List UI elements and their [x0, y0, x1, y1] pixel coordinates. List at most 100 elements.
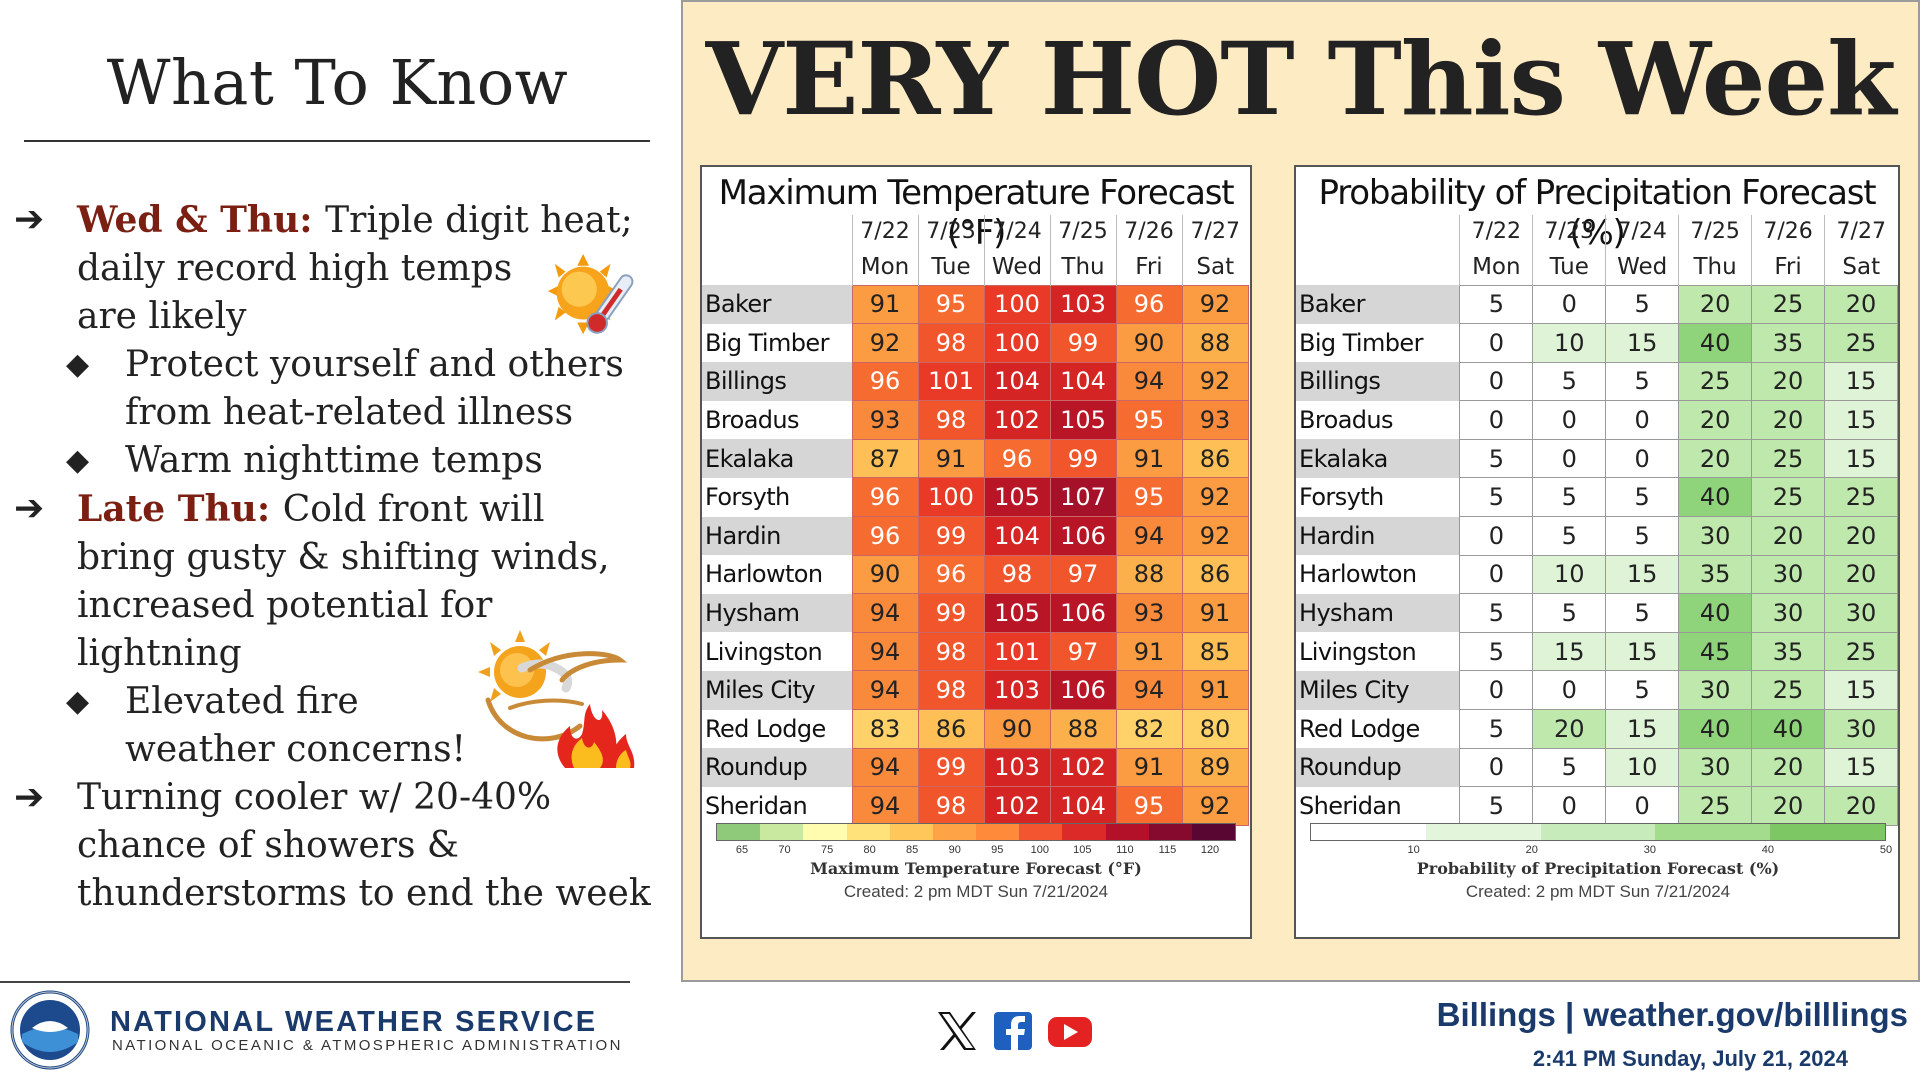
temp-value-cell: 105 — [983, 477, 1051, 518]
temp-value-cell: 88 — [1181, 323, 1249, 363]
location-name: Sheridan — [1296, 786, 1460, 826]
pop-day-header: Thu — [1678, 249, 1752, 285]
pop-table-row: Big Timber 0 10 15 40 35 25 — [1296, 323, 1898, 363]
temp-value-cell: 87 — [851, 438, 919, 479]
temp-value-cell: 104 — [1049, 786, 1117, 826]
temp-day-header: Thu — [1049, 249, 1116, 285]
pop-date-header: 7/26 — [1751, 215, 1825, 249]
temp-table-row: Big Timber 92 98 100 99 90 88 — [702, 323, 1249, 363]
temp-value-cell: 92 — [1181, 361, 1249, 402]
bullet-line: lightning — [77, 630, 660, 678]
temp-value-cell: 92 — [1181, 516, 1249, 556]
pop-value-cell: 20 — [1751, 361, 1825, 402]
noaa-logo[interactable] — [10, 990, 90, 1070]
temp-value-cell: 90 — [983, 709, 1051, 749]
pop-date-header: 7/25 — [1678, 215, 1752, 249]
temp-value-cell: 94 — [851, 631, 919, 672]
pop-value-cell: 40 — [1678, 323, 1753, 363]
location-name: Big Timber — [702, 323, 852, 363]
temp-value-cell: 94 — [851, 593, 919, 633]
bullet-text: Cold front will — [282, 489, 545, 530]
sun-wind-fire-icon — [478, 630, 635, 768]
bullet-text: from heat-related illness — [125, 392, 574, 433]
pop-value-cell: 15 — [1605, 709, 1680, 749]
pop-table-row: Livingston 5 15 15 45 35 25 — [1296, 631, 1898, 672]
temp-scale-segment — [1062, 824, 1106, 840]
diamond-bullet-icon: ◆ — [66, 347, 90, 382]
pop-value-cell: 30 — [1751, 554, 1825, 595]
temp-table-row: Broadus 93 98 102 105 95 93 — [702, 400, 1249, 440]
temp-day-header: Mon — [851, 249, 918, 285]
temp-value-cell: 96 — [851, 477, 919, 518]
temp-scale-tick-label: 70 — [778, 844, 791, 856]
temp-scale-tick-label: 85 — [906, 844, 919, 856]
pop-value-cell: 25 — [1824, 631, 1898, 672]
youtube-icon[interactable] — [1048, 1017, 1092, 1047]
temp-value-cell: 94 — [851, 747, 919, 788]
temp-scale-tick-label: 110 — [1116, 844, 1134, 856]
temp-table-row: Billings 96 101 104 104 94 92 — [702, 361, 1249, 402]
pop-value-cell: 0 — [1605, 438, 1680, 479]
bullet-text: are likely — [77, 296, 247, 337]
temp-value-cell: 106 — [1049, 593, 1117, 633]
pop-value-cell: 20 — [1751, 747, 1825, 788]
temp-date-header: 7/25 — [1049, 215, 1116, 249]
temp-scale-segment — [1105, 824, 1149, 840]
temp-value-cell: 106 — [1049, 516, 1117, 556]
pop-value-cell: 40 — [1678, 477, 1753, 518]
temp-value-cell: 98 — [917, 323, 985, 363]
location-name: Hysham — [1296, 593, 1460, 633]
pop-value-cell: 0 — [1459, 323, 1534, 363]
pop-value-cell: 20 — [1678, 284, 1753, 325]
temp-value-cell: 92 — [851, 323, 919, 363]
sun-thermometer-icon — [547, 253, 634, 335]
pop-value-cell: 30 — [1678, 747, 1753, 788]
bullet-line: are likely — [77, 293, 660, 341]
temp-table-row: Hardin 96 99 104 106 94 92 — [702, 516, 1249, 556]
temp-value-cell: 83 — [851, 709, 919, 749]
temp-scale-tick-label: 95 — [991, 844, 1004, 856]
pop-value-cell: 5 — [1459, 709, 1534, 749]
arrow-bullet-icon: ➔ — [14, 199, 45, 240]
pop-scale-segment — [1770, 824, 1885, 840]
pop-value-cell: 15 — [1824, 438, 1898, 479]
pop-value-cell: 10 — [1532, 323, 1607, 363]
pop-value-cell: 25 — [1751, 477, 1825, 518]
max-temp-table: 7/22 7/23 7/24 7/25 7/26 7/27 Mon Tue Wed Thu Fri S… — [702, 215, 1249, 826]
agency-subtitle: NATIONAL OCEANIC & ATMOSPHERIC ADMINISTR… — [112, 1037, 623, 1054]
pop-value-cell: 5 — [1459, 786, 1534, 826]
pop-scale-tick-label: 40 — [1761, 844, 1775, 856]
temp-table-row: Harlowton 90 96 98 97 88 86 — [702, 554, 1249, 595]
temp-value-cell: 96 — [917, 554, 985, 595]
pop-table-row: Roundup 0 5 10 30 20 15 — [1296, 747, 1898, 788]
pop-scale-title: Probability of Precipitation Forecast (%… — [1416, 859, 1780, 878]
pop-value-cell: 40 — [1751, 709, 1825, 749]
pop-day-header: Sat — [1824, 249, 1898, 285]
pop-value-cell: 5 — [1459, 284, 1534, 325]
max-temp-forecast-card: Maximum Temperature Forecast (°F) 7/22 7/… — [700, 165, 1252, 939]
x-icon[interactable] — [938, 1012, 976, 1050]
office-website[interactable]: Billings | weather.gov/billlings — [1436, 996, 1908, 1033]
pop-value-cell: 40 — [1678, 593, 1753, 633]
pop-day-header: Tue — [1532, 249, 1606, 285]
temp-scale-segment — [932, 824, 977, 840]
pop-value-cell: 10 — [1532, 554, 1607, 595]
temp-value-cell: 95 — [1115, 786, 1183, 826]
temp-day-header: Wed — [983, 249, 1050, 285]
temp-value-cell: 96 — [1115, 284, 1183, 325]
temp-value-cell: 94 — [1115, 516, 1183, 556]
temp-value-cell: 99 — [917, 516, 985, 556]
temp-table-row: Forsyth 96 100 105 107 95 92 — [702, 477, 1249, 518]
temp-table-row: Livingston 94 98 101 97 91 85 — [702, 631, 1249, 672]
pop-table-row: Broadus 0 0 0 20 20 15 — [1296, 400, 1898, 440]
temp-value-cell: 96 — [851, 361, 919, 402]
bullet-line: Protect yourself and others — [125, 341, 660, 389]
temp-value-cell: 100 — [983, 284, 1051, 325]
pop-table-row: Harlowton 0 10 15 35 30 20 — [1296, 554, 1898, 595]
bullet-text: Triple digit heat; — [325, 200, 633, 241]
temp-value-cell: 101 — [917, 361, 985, 402]
pop-value-cell: 5 — [1532, 593, 1607, 633]
pop-value-cell: 0 — [1532, 438, 1607, 479]
facebook-icon[interactable] — [994, 1012, 1032, 1050]
pop-scale-ticks: 10 20 30 40 50 — [1310, 841, 1893, 857]
